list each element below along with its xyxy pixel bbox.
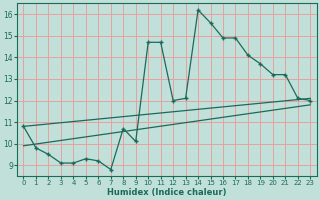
- X-axis label: Humidex (Indice chaleur): Humidex (Indice chaleur): [107, 188, 227, 197]
